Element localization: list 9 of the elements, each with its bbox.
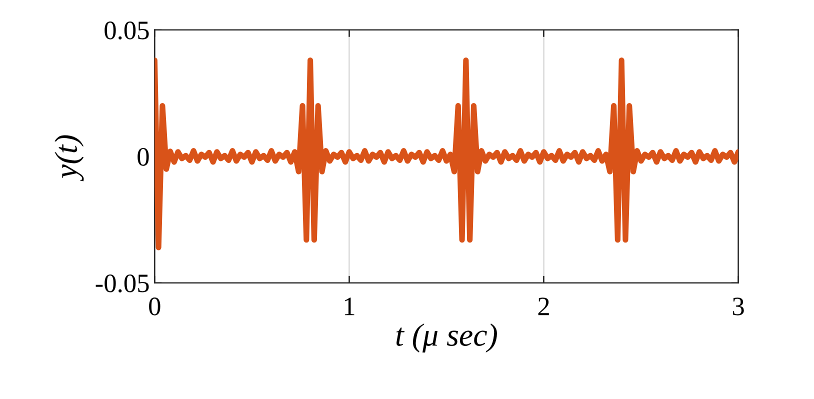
y-axis-title: y(t)	[54, 135, 84, 182]
y-tick-label: 0.05	[104, 22, 149, 40]
x-axis-title: t (μ sec)	[396, 323, 497, 352]
x-tick-label: 2	[538, 298, 549, 316]
x-tick-label: 1	[344, 298, 354, 316]
y-tick-label: -0.05	[96, 274, 149, 292]
y-tick-label: 0	[138, 148, 149, 166]
x-tick-label: 0	[149, 298, 160, 316]
x-tick-label: 3	[732, 298, 744, 316]
